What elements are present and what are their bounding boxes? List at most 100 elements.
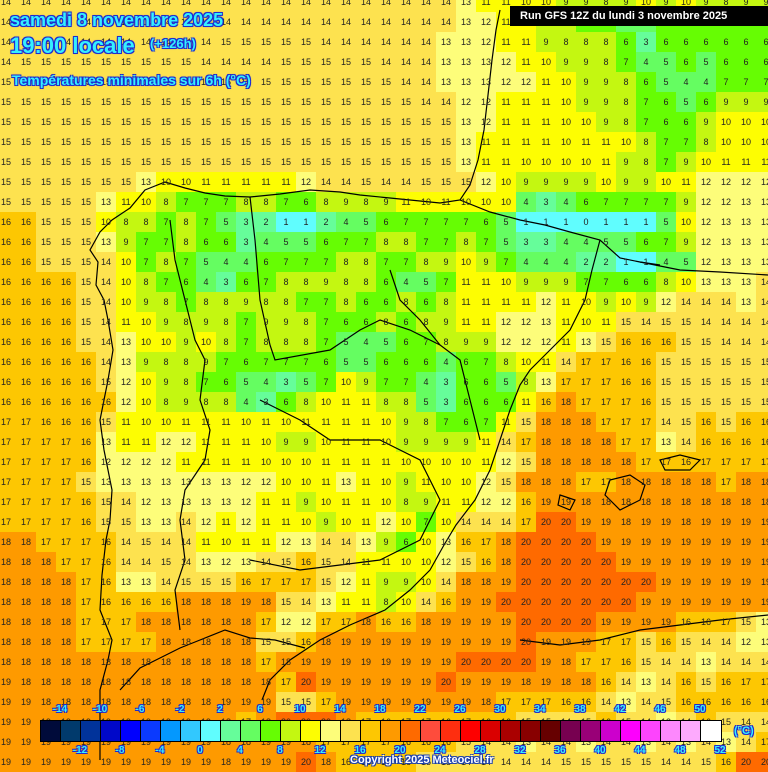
temperature-cell (276, 72, 296, 92)
temperature-cell (76, 572, 96, 592)
temperature-cell (356, 412, 376, 432)
temperature-cell (716, 412, 736, 432)
temperature-cell (756, 92, 768, 112)
scale-label-top: 10 (294, 704, 306, 715)
temperature-cell (376, 632, 396, 652)
temperature-cell (76, 252, 96, 272)
temperature-cell (756, 232, 768, 252)
temperature-cell (16, 312, 36, 332)
temperature-cell (356, 552, 376, 572)
temperature-cell (416, 292, 436, 312)
temperature-cell (396, 432, 416, 452)
temperature-cell (536, 492, 556, 512)
temperature-cell (496, 132, 516, 152)
temperature-cell (56, 232, 76, 252)
temperature-cell (76, 592, 96, 612)
temperature-cell (156, 452, 176, 472)
temperature-cell (0, 552, 16, 572)
temperature-cell (716, 372, 736, 392)
temperature-cell (56, 172, 76, 192)
temperature-cell (316, 312, 336, 332)
temperature-cell (476, 92, 496, 112)
temperature-cell (556, 232, 576, 252)
temperature-cell (376, 72, 396, 92)
temperature-cell (416, 332, 436, 352)
temperature-cell (96, 612, 116, 632)
temperature-cell (676, 552, 696, 572)
temperature-cell (96, 112, 116, 132)
temperature-cell (436, 32, 456, 52)
temperature-cell (536, 672, 556, 692)
temperature-cell (416, 472, 436, 492)
temperature-cell (496, 52, 516, 72)
temperature-cell (516, 672, 536, 692)
temperature-cell (136, 592, 156, 612)
temperature-cell (676, 452, 696, 472)
temperature-cell (676, 92, 696, 112)
temperature-cell (636, 332, 656, 352)
temperature-cell (516, 272, 536, 292)
temperature-cell (436, 392, 456, 412)
copyright-text: Copyright 2025 Meteociel.fr (350, 754, 494, 766)
temperature-cell (116, 112, 136, 132)
temperature-cell (56, 272, 76, 292)
temperature-cell (96, 372, 116, 392)
temperature-cell (156, 412, 176, 432)
temperature-cell (56, 612, 76, 632)
temperature-cell (496, 392, 516, 412)
temperature-cell (396, 192, 416, 212)
temperature-cell (656, 432, 676, 452)
temperature-cell (376, 512, 396, 532)
temperature-cell (536, 152, 556, 172)
temperature-cell (116, 192, 136, 212)
temperature-cell (196, 592, 216, 612)
temperature-cell (596, 412, 616, 432)
temperature-cell (156, 172, 176, 192)
temperature-cell (116, 672, 136, 692)
temperature-cell (676, 312, 696, 332)
temperature-cell (696, 32, 716, 52)
temperature-cell (376, 0, 396, 12)
temperature-cell (696, 372, 716, 392)
temperature-cell (536, 212, 556, 232)
temperature-cell (756, 492, 768, 512)
temperature-cell (16, 592, 36, 612)
temperature-cell (476, 412, 496, 432)
temperature-cell (276, 52, 296, 72)
temperature-cell (56, 452, 76, 472)
temperature-cell (36, 12, 56, 32)
temperature-cell (756, 512, 768, 532)
temperature-cell (276, 532, 296, 552)
scale-label-top: 46 (654, 704, 666, 715)
temperature-cell (0, 72, 16, 92)
temperature-cell (56, 332, 76, 352)
temperature-cell (36, 92, 56, 112)
temperature-cell (56, 412, 76, 432)
temperature-cell (476, 352, 496, 372)
temperature-cell (636, 592, 656, 612)
temperature-cell (716, 432, 736, 452)
temperature-cell (236, 132, 256, 152)
temperature-cell (616, 492, 636, 512)
temperature-cell (476, 0, 496, 12)
temperature-cell (556, 752, 576, 772)
temperature-cell (256, 12, 276, 32)
temperature-cell (176, 132, 196, 152)
temperature-cell (596, 532, 616, 552)
temperature-cell (676, 652, 696, 672)
temperature-cell (156, 392, 176, 412)
temperature-cell (136, 372, 156, 392)
temperature-cell (536, 352, 556, 372)
temperature-cell (536, 532, 556, 552)
temperature-cell (16, 292, 36, 312)
temperature-cell (496, 92, 516, 112)
temperature-cell (456, 172, 476, 192)
temperature-cell (576, 312, 596, 332)
temperature-cell (736, 732, 756, 752)
temperature-cell (56, 752, 76, 772)
temperature-cell (456, 672, 476, 692)
temperature-cell (716, 572, 736, 592)
temperature-cell (56, 692, 76, 712)
temperature-cell (256, 552, 276, 572)
temperature-cell (336, 452, 356, 472)
